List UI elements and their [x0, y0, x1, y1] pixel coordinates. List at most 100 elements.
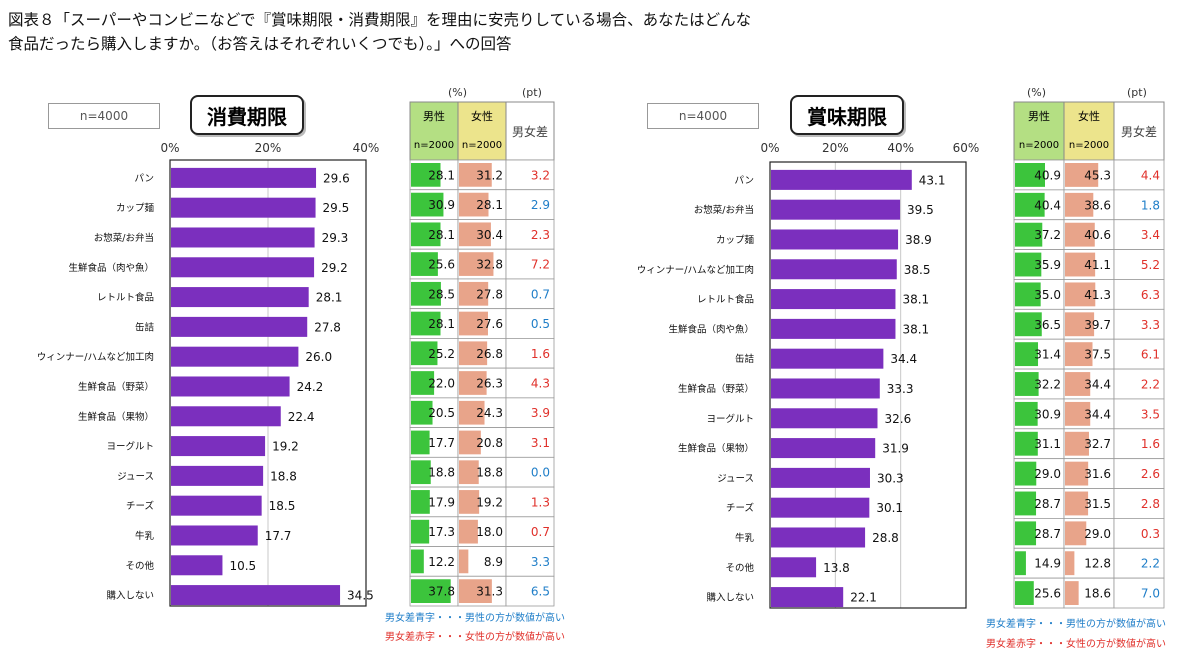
- right-bar-10: [771, 467, 870, 488]
- left-male-bar-11: [411, 490, 430, 514]
- left-table-cell-0-2: [505, 159, 555, 191]
- red-note-right-text: 男女差赤字・・・女性の方が数値が高い: [986, 639, 1166, 650]
- right-category-label-5: 生鮮食品（肉や魚）: [668, 323, 754, 335]
- left-diff-value-5: 0.5: [531, 317, 550, 331]
- right-female-n: n=2000: [1069, 140, 1109, 151]
- right-tick-label-1: 20%: [822, 141, 849, 155]
- right-male-n: n=2000: [1019, 140, 1059, 151]
- left-male-bar-4: [411, 281, 441, 306]
- left-female-bar-3: [459, 252, 494, 276]
- left-male-value-9: 17.7: [428, 436, 455, 450]
- right-diff-value-11: 2.8: [1141, 497, 1160, 511]
- left-bar-value-10: 18.8: [270, 469, 297, 483]
- right-female-label: 女性: [1078, 109, 1100, 123]
- left-bar-7: [171, 376, 290, 397]
- chart-title-right: 賞味期限: [790, 95, 904, 135]
- right-male-value-4: 35.0: [1034, 288, 1061, 302]
- left-male-value-5: 28.1: [428, 317, 455, 331]
- right-bar-12: [771, 527, 866, 548]
- unit-pct-left: (%): [448, 86, 468, 99]
- left-bar-value-6: 26.0: [305, 350, 332, 364]
- right-female-value-7: 34.4: [1084, 378, 1111, 392]
- left-bar-11: [171, 495, 262, 516]
- left-male-value-11: 17.9: [428, 495, 455, 509]
- left-bar-6: [171, 346, 299, 367]
- left-table-cell-1-2: [505, 189, 555, 220]
- left-bar-value-8: 22.4: [288, 410, 315, 424]
- right-female-bar-4: [1065, 282, 1096, 307]
- left-diff-value-1: 2.9: [531, 198, 550, 212]
- left-category-label-5: 缶詰: [135, 321, 155, 333]
- right-bar-6: [771, 348, 884, 369]
- left-bar-13: [171, 555, 223, 576]
- right-bar-value-8: 32.6: [884, 412, 911, 426]
- left-category-label-11: チーズ: [126, 500, 155, 512]
- right-bar-2: [771, 229, 899, 250]
- left-male-bar-6: [411, 341, 438, 366]
- left-table-cell-7-2: [505, 367, 555, 399]
- right-female-value-13: 12.8: [1084, 557, 1111, 571]
- right-diff-label: 男女差: [1121, 124, 1157, 139]
- right-category-label-8: ヨーグルト: [706, 413, 754, 425]
- right-female-value-14: 18.6: [1084, 587, 1111, 601]
- right-female-bar-10: [1065, 461, 1089, 486]
- right-diff-value-13: 2.2: [1141, 557, 1160, 571]
- left-diff-value-2: 2.3: [531, 228, 550, 242]
- right-table-cell-14-2: [1113, 577, 1165, 609]
- left-female-value-5: 27.6: [476, 317, 503, 331]
- sample-size-box-right: n=4000: [647, 103, 759, 129]
- left-male-bar-8: [411, 400, 433, 425]
- right-bar-value-12: 28.8: [872, 531, 899, 545]
- right-female-bar-8: [1065, 401, 1091, 426]
- blue-note-right: 男女差青字・・・男性の方が数値が高い: [986, 615, 1166, 630]
- unit-pct-right: (%): [1027, 86, 1047, 99]
- blue-note-left-text: 男女差青字・・・男性の方が数値が高い: [385, 613, 565, 624]
- right-bar-1: [771, 199, 901, 220]
- left-category-label-13: その他: [125, 560, 154, 572]
- left-female-value-9: 20.8: [476, 436, 503, 450]
- left-male-value-4: 28.5: [428, 287, 455, 301]
- left-male-bar-9: [411, 430, 430, 455]
- right-diff-value-10: 2.6: [1141, 467, 1160, 481]
- unit-pt-left: (pt): [522, 86, 542, 99]
- right-table-cell-10-2: [1113, 458, 1165, 489]
- red-note-left-text: 男女差赤字・・・女性の方が数値が高い: [385, 632, 565, 643]
- right-male-value-1: 40.4: [1034, 198, 1061, 212]
- left-male-bar-7: [411, 371, 435, 395]
- right-male-bar-13: [1015, 551, 1026, 576]
- left-male-value-8: 20.5: [428, 406, 455, 420]
- left-female-label: 女性: [471, 109, 493, 123]
- right-diff-value-0: 4.4: [1141, 168, 1160, 182]
- right-female-bar-5: [1065, 312, 1095, 337]
- right-male-label: 男性: [1028, 109, 1050, 123]
- left-bar-value-1: 29.5: [323, 201, 350, 215]
- left-female-value-13: 8.9: [484, 555, 503, 569]
- left-male-bar-12: [411, 519, 430, 544]
- right-female-bar-12: [1065, 521, 1087, 546]
- left-female-bar-12: [459, 519, 478, 544]
- left-diff-value-4: 0.7: [531, 287, 550, 301]
- left-bar-5: [171, 316, 308, 337]
- left-category-label-12: 牛乳: [135, 530, 155, 542]
- figure-title: 図表８「スーパーやコンビニなどで『賞味期限・消費期限』を理由に安売りしている場合…: [8, 8, 1108, 56]
- right-male-bar-4: [1015, 282, 1041, 307]
- right-category-label-6: 缶詰: [735, 353, 755, 365]
- left-male-value-0: 28.1: [428, 168, 455, 182]
- right-female-bar-9: [1065, 431, 1089, 456]
- left-bar-4: [171, 287, 309, 308]
- right-table-cell-6-2: [1113, 338, 1165, 370]
- left-bar-2: [171, 227, 315, 248]
- right-table-cell-0-2: [1113, 159, 1165, 191]
- right-bar-11: [771, 497, 870, 518]
- left-diff-value-14: 6.5: [531, 585, 550, 599]
- right-female-bar-13: [1065, 551, 1075, 576]
- right-bar-9: [771, 438, 876, 459]
- right-male-bar-5: [1015, 312, 1042, 337]
- right-table-cell-8-2: [1113, 398, 1165, 430]
- left-female-value-1: 28.1: [476, 198, 503, 212]
- right-diff-value-1: 1.8: [1141, 198, 1160, 212]
- right-female-value-10: 31.6: [1084, 467, 1111, 481]
- right-male-value-8: 30.9: [1034, 407, 1061, 421]
- right-bar-value-6: 34.4: [890, 352, 917, 366]
- right-male-bar-6: [1015, 342, 1039, 367]
